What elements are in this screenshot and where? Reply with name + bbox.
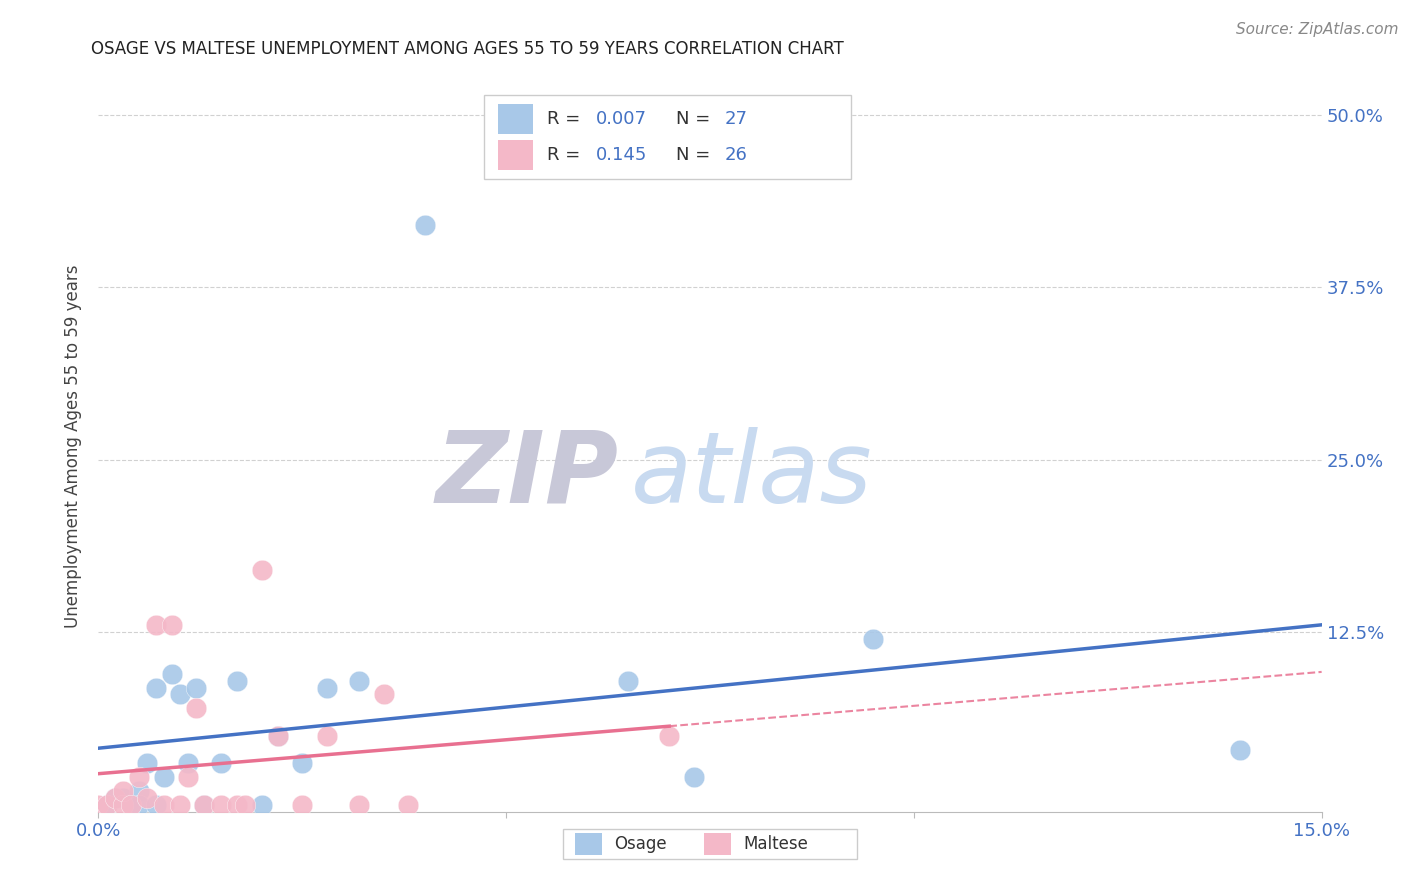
Y-axis label: Unemployment Among Ages 55 to 59 years: Unemployment Among Ages 55 to 59 years (65, 264, 83, 628)
Point (658, 729, 681, 743)
Point (250, 563, 273, 577)
Point (169, 687, 191, 701)
Text: atlas: atlas (630, 426, 872, 524)
Text: N =: N = (676, 146, 716, 164)
Point (152, 770, 174, 784)
Text: R =: R = (547, 146, 586, 164)
Point (186, 701, 208, 715)
Point (145, 681, 167, 695)
Point (291, 797, 314, 812)
Point (396, 797, 419, 812)
Point (111, 791, 134, 805)
Point (177, 756, 200, 771)
Point (250, 797, 273, 812)
Point (96, 797, 118, 812)
Text: OSAGE VS MALTESE UNEMPLOYMENT AMONG AGES 55 TO 59 YEARS CORRELATION CHART: OSAGE VS MALTESE UNEMPLOYMENT AMONG AGES… (91, 40, 844, 58)
FancyBboxPatch shape (704, 833, 731, 855)
Point (177, 770, 200, 784)
Point (145, 797, 167, 812)
Point (87, 797, 110, 812)
Text: 27: 27 (724, 110, 748, 128)
FancyBboxPatch shape (575, 833, 602, 855)
Point (349, 673, 371, 688)
Point (160, 618, 183, 632)
Point (128, 797, 150, 812)
Point (226, 797, 249, 812)
Point (96, 797, 118, 812)
Point (291, 756, 314, 771)
Point (104, 791, 127, 805)
Point (104, 791, 127, 805)
Point (349, 797, 371, 812)
Text: 0.145: 0.145 (596, 146, 648, 164)
Text: ZIP: ZIP (436, 426, 619, 524)
Point (186, 681, 208, 695)
FancyBboxPatch shape (484, 95, 851, 179)
Point (152, 797, 174, 812)
Point (682, 770, 704, 784)
Point (315, 729, 337, 743)
Text: R =: R = (547, 110, 586, 128)
Point (169, 797, 191, 812)
Point (233, 797, 256, 812)
Point (373, 687, 395, 701)
FancyBboxPatch shape (498, 103, 533, 135)
FancyBboxPatch shape (498, 139, 533, 170)
Point (128, 784, 150, 798)
Point (193, 797, 215, 812)
Point (120, 797, 142, 812)
Point (267, 729, 290, 743)
Point (267, 729, 290, 743)
Point (136, 756, 159, 771)
Point (209, 797, 232, 812)
Text: 0.007: 0.007 (596, 110, 647, 128)
Point (160, 666, 183, 681)
Text: Maltese: Maltese (742, 835, 808, 853)
Point (1229, 742, 1251, 756)
Point (128, 770, 150, 784)
Text: Source: ZipAtlas.com: Source: ZipAtlas.com (1236, 22, 1399, 37)
Point (145, 618, 167, 632)
Text: N =: N = (676, 110, 716, 128)
Point (120, 797, 142, 812)
Point (226, 673, 249, 688)
Point (136, 791, 159, 805)
Text: 26: 26 (724, 146, 748, 164)
Point (413, 218, 436, 232)
Point (315, 681, 337, 695)
Point (193, 797, 215, 812)
Point (617, 673, 640, 688)
Point (209, 756, 232, 771)
Point (862, 632, 884, 647)
Text: Osage: Osage (614, 835, 668, 853)
FancyBboxPatch shape (564, 829, 856, 859)
Point (111, 784, 134, 798)
Point (111, 797, 134, 812)
